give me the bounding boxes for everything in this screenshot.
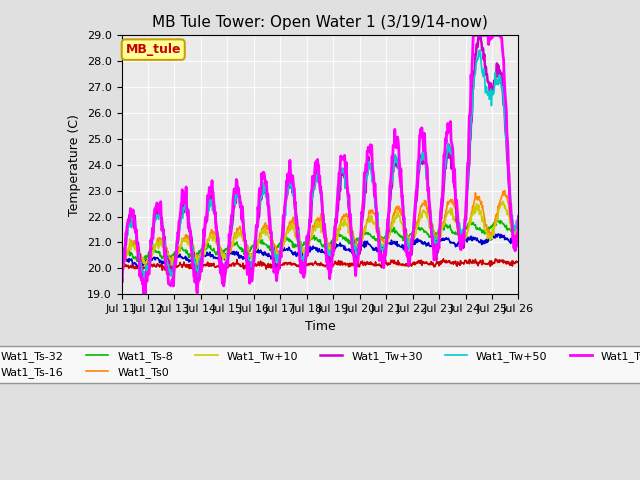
Wat1_Tw+10 [379,242,387,248]
Wat1_Tw100 [368,143,376,148]
Wat1_Tw+30 [118,270,125,276]
Title: MB Tule Tower: Open Water 1 (3/19/14-now): MB Tule Tower: Open Water 1 (3/19/14-now… [152,15,488,30]
Wat1_Tw100 [380,252,387,258]
Wat1_Tw100 [125,217,132,223]
Wat1_Ts0 [367,208,375,214]
Line: Wat1_Ts-8: Wat1_Ts-8 [122,218,518,262]
Wat1_Ts-16 [118,259,125,265]
Wat1_Tw+30 [515,229,522,235]
Line: Wat1_Ts-32: Wat1_Ts-32 [122,259,518,271]
Wat1_Ts-16 [228,250,236,256]
Wat1_Ts-16 [166,258,174,264]
Wat1_Ts-32 [207,261,214,267]
Wat1_Ts-32 [515,259,522,265]
Wat1_Tw100 [515,214,522,220]
Line: Wat1_Ts-16: Wat1_Ts-16 [122,234,518,267]
Wat1_Tw+10 [166,258,173,264]
Wat1_Ts-16 [380,247,387,252]
Wat1_Tw+50 [118,267,125,273]
Wat1_Ts-16 [125,259,132,265]
Wat1_Tw+30 [207,195,214,201]
Wat1_Tw+10 [227,244,235,250]
Wat1_Tw+50 [166,270,173,276]
Wat1_Ts-8 [228,243,236,249]
Wat1_Tw+30 [475,33,483,38]
Wat1_Tw+10 [206,233,214,239]
Line: Wat1_Tw+50: Wat1_Tw+50 [122,50,518,280]
Wat1_Ts-8 [380,238,387,243]
Wat1_Tw+50 [476,48,484,53]
Wat1_Tw100 [118,272,125,278]
Wat1_Ts-32 [166,265,174,271]
Wat1_Tw+50 [125,222,132,228]
Wat1_Ts0 [379,239,387,244]
Legend: Wat1_Ts-32, Wat1_Ts-16, Wat1_Ts-8, Wat1_Ts0, Wat1_Tw+10, Wat1_Tw+30, Wat1_Tw+50,: Wat1_Ts-32, Wat1_Ts-16, Wat1_Ts-8, Wat1_… [0,347,640,383]
Wat1_Tw+30 [125,217,132,223]
Wat1_Ts-16 [368,244,376,250]
Line: Wat1_Tw+10: Wat1_Tw+10 [122,201,518,268]
Wat1_Ts-16 [494,231,502,237]
Wat1_Ts-8 [125,247,132,252]
Wat1_Tw+30 [166,266,174,272]
Wat1_Tw+30 [228,227,236,233]
Line: Wat1_Tw100: Wat1_Tw100 [122,36,518,294]
Text: MB_tule: MB_tule [125,43,181,56]
Wat1_Ts-32 [380,260,387,265]
Wat1_Ts-8 [118,253,125,259]
Wat1_Ts-8 [515,220,522,226]
Wat1_Tw+50 [368,167,376,173]
Wat1_Tw+30 [368,166,376,171]
Line: Wat1_Tw+30: Wat1_Tw+30 [122,36,518,281]
Y-axis label: Temperature (C): Temperature (C) [68,114,81,216]
Wat1_Tw100 [470,33,477,38]
Wat1_Tw+10 [118,265,125,271]
X-axis label: Time: Time [305,320,335,333]
Wat1_Ts0 [125,246,132,252]
Wat1_Ts-16 [135,264,143,270]
Line: Wat1_Ts0: Wat1_Ts0 [122,191,518,267]
Wat1_Tw+10 [367,213,375,218]
Wat1_Tw+10 [515,231,522,237]
Wat1_Tw+50 [169,277,177,283]
Wat1_Ts0 [515,228,522,234]
Wat1_Ts-8 [368,234,376,240]
Wat1_Ts-8 [493,216,500,221]
Wat1_Ts0 [227,249,235,255]
Wat1_Ts0 [206,232,214,238]
Wat1_Ts-32 [125,265,132,271]
Wat1_Tw+30 [380,257,387,263]
Wat1_Ts-16 [515,232,522,238]
Wat1_Ts-8 [166,255,174,261]
Wat1_Tw100 [207,190,214,196]
Wat1_Ts-8 [207,243,214,249]
Wat1_Tw+10 [125,245,132,251]
Wat1_Tw+30 [141,278,148,284]
Wat1_Ts-32 [440,256,447,262]
Wat1_Ts-8 [136,259,144,265]
Wat1_Ts-32 [368,260,376,265]
Wat1_Tw+50 [228,225,236,231]
Wat1_Ts0 [166,258,173,264]
Wat1_Ts0 [501,188,509,193]
Wat1_Tw100 [140,291,147,297]
Wat1_Tw+10 [499,198,507,204]
Wat1_Tw+50 [380,247,387,253]
Wat1_Tw+50 [207,198,214,204]
Wat1_Ts0 [118,264,125,270]
Wat1_Ts-32 [228,263,236,269]
Wat1_Ts-32 [138,268,146,274]
Wat1_Tw+50 [515,213,522,219]
Wat1_Tw100 [228,213,236,219]
Wat1_Tw100 [166,282,174,288]
Wat1_Ts-32 [118,264,125,269]
Wat1_Ts-16 [207,253,214,259]
